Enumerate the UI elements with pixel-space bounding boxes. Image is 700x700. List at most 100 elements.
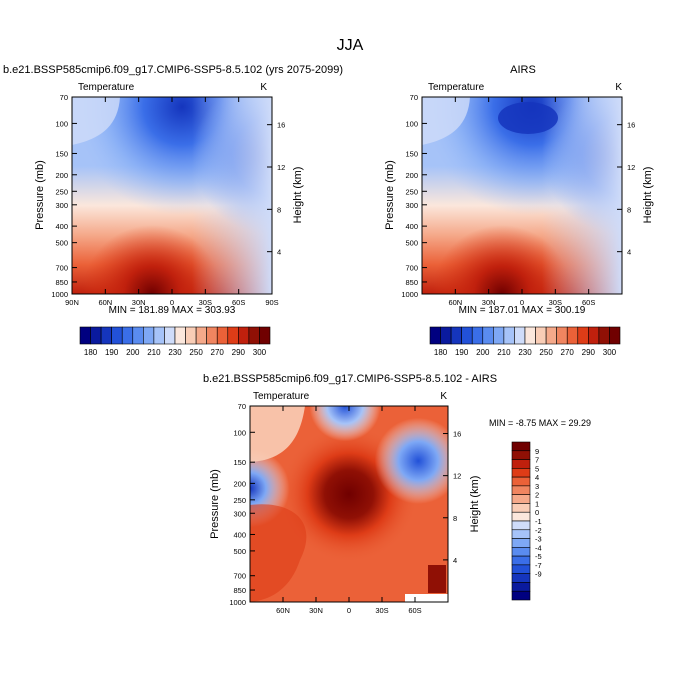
panel-obs-title: AIRS [510, 64, 536, 76]
colorbar-swatch [503, 326, 515, 345]
x-tick-label: 0 [520, 298, 524, 307]
colorbar-label: 270 [211, 348, 225, 357]
colorbar-swatch [121, 326, 134, 345]
panel-diff-ylabel-right: Height (km) [469, 476, 481, 533]
x-tick-label: 30S [375, 606, 388, 615]
y-tick-label: 150 [233, 458, 246, 467]
colorbar-model: 180 190 200 210 230 250 270 290 300 [79, 326, 271, 357]
axes-diff: 70 100 150 200 250 300 400 500 700 850 1000 4 8 12 16 6… [229, 402, 461, 615]
panel-model: b.e21.BSSP585cmip6.f09_g17.CMIP6-SSP5-8.… [3, 64, 343, 316]
colorbar-label: 180 [84, 348, 98, 357]
colorbar-label: -4 [535, 543, 542, 552]
colorbar-label: 300 [603, 348, 617, 357]
colorbar-swatch [535, 326, 547, 345]
y-tick-label: 850 [233, 586, 246, 595]
y-tick-label: 100 [405, 119, 418, 128]
colorbar-label: 190 [455, 348, 469, 357]
colorbar-swatch [143, 326, 155, 345]
y-tick-label: 1000 [401, 290, 418, 299]
x-tick-label: 90N [65, 298, 79, 307]
colorbar-swatch [248, 326, 260, 345]
colorbar-swatch [511, 573, 531, 583]
y-tick-label: 400 [405, 222, 418, 231]
colorbar-swatch [524, 326, 536, 345]
y-right-tick-label: 4 [627, 248, 631, 257]
y-right-tick-label: 12 [453, 472, 461, 481]
colorbar-swatch [174, 326, 186, 345]
colorbar-swatch [511, 476, 531, 487]
panel-diff-ylabel: Pressure (mb) [209, 469, 221, 539]
colorbar-swatch [545, 326, 557, 345]
y-tick-label: 250 [55, 187, 68, 196]
axes-obs: 70 100 150 200 250 300 400 500 700 850 1000 4 8 12 16 6… [401, 93, 635, 307]
colorbar-label: 300 [253, 348, 267, 357]
x-tick-label: 30N [309, 606, 323, 615]
panel-diff-field [250, 406, 448, 602]
y-tick-label: 300 [233, 509, 246, 518]
y-tick-label: 400 [233, 530, 246, 539]
colorbar-swatch [511, 555, 531, 566]
colorbar-label: 190 [105, 348, 119, 357]
colorbar-swatch [493, 326, 505, 345]
colorbar-label: -7 [535, 561, 542, 570]
colorbar-label: 230 [518, 348, 532, 357]
y-tick-label: 250 [405, 187, 418, 196]
colorbar-swatch [429, 326, 441, 345]
y-tick-label: 200 [233, 479, 246, 488]
colorbar-label: -9 [535, 570, 542, 579]
y-tick-label: 70 [410, 93, 418, 102]
y-tick-label: 300 [55, 201, 68, 210]
colorbar-swatch [195, 326, 207, 345]
axes-layer: 7010015020025030040050070085010004812169… [51, 93, 635, 615]
colorbar-label: 2 [535, 491, 539, 500]
x-tick-label: 60S [232, 298, 245, 307]
colorbar-label: 250 [539, 348, 553, 357]
colorbar-swatch [511, 459, 531, 469]
colorbar-swatch [511, 538, 531, 548]
colorbar-swatch [566, 326, 579, 345]
y-tick-label: 200 [55, 171, 68, 180]
colorbar-swatch [511, 494, 531, 504]
colorbar-label: 290 [582, 348, 596, 357]
y-tick-label: 700 [55, 264, 68, 273]
colorbar-label: -2 [535, 526, 542, 535]
colorbar-layer: 180 190 200 210 230 250 270 290 300 180 190 200 210 2… [79, 326, 621, 601]
colorbar-swatch [440, 326, 452, 345]
colorbar-swatch [227, 326, 239, 345]
colorbar-label: 4 [535, 473, 539, 482]
y-tick-label: 100 [55, 119, 68, 128]
panel-obs-minmax: MIN = 187.01 MAX = 300.19 [459, 305, 586, 316]
colorbar-label: 180 [434, 348, 448, 357]
y-right-tick-label: 16 [453, 430, 461, 439]
y-tick-label: 100 [233, 428, 246, 437]
colorbar-swatch [259, 326, 271, 345]
colorbar-swatch [511, 468, 531, 478]
colorbar-swatch [90, 326, 102, 345]
x-tick-label: 60S [408, 606, 421, 615]
colorbar-swatch [511, 450, 531, 460]
panel-model-ylabel-right: Height (km) [292, 167, 304, 224]
x-tick-label: 60N [448, 298, 462, 307]
y-right-tick-label: 16 [277, 121, 285, 130]
page-title: JJA [337, 37, 364, 54]
colorbar-label: -5 [535, 552, 542, 561]
colorbar-swatch [206, 326, 218, 345]
y-tick-label: 850 [55, 278, 68, 287]
panel-obs: AIRS Temperature K Pressure (mb) Height … [384, 64, 654, 316]
x-tick-label: 30S [549, 298, 562, 307]
y-tick-label: 1000 [229, 598, 246, 607]
colorbar-label: 5 [535, 464, 539, 473]
panel-diff: b.e21.BSSP585cmip6.f09_g17.CMIP6-SSP5-8.… [203, 373, 591, 603]
colorbar-swatch [461, 326, 473, 345]
panel-model-left-label: Temperature [78, 82, 135, 93]
colorbar-label: 230 [168, 348, 182, 357]
colorbar-label: 210 [497, 348, 511, 357]
x-tick-label: 60S [582, 298, 595, 307]
colorbar-swatch [588, 326, 600, 345]
colorbar-label: 210 [147, 348, 161, 357]
colorbar-label: 1 [535, 499, 539, 508]
y-tick-label: 250 [233, 496, 246, 505]
colorbar-swatch [153, 326, 165, 345]
y-tick-label: 700 [233, 572, 246, 581]
x-tick-label: 60N [276, 606, 290, 615]
